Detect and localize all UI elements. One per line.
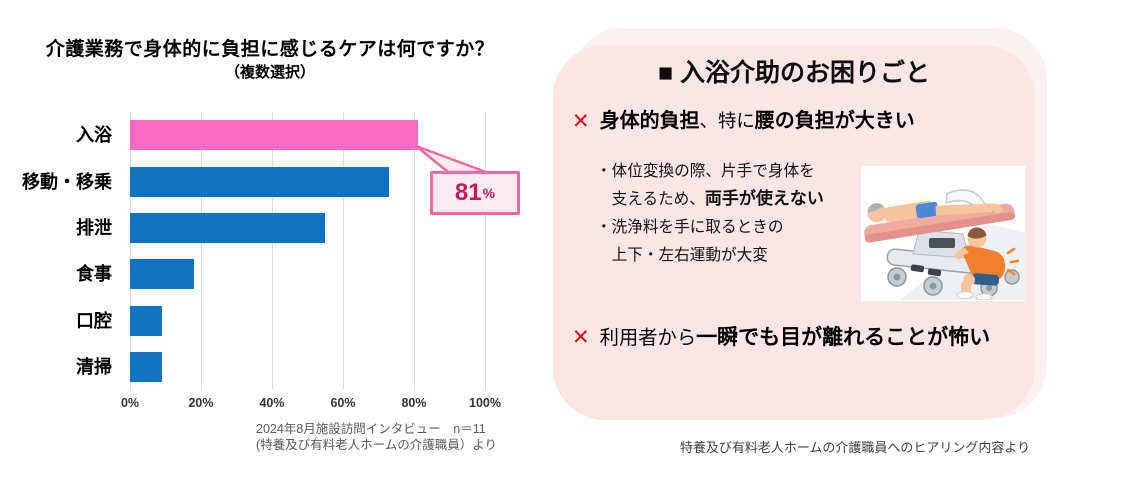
category-label-移動・移乗: 移動・移乗 [22,171,112,192]
panel-title: ■ 入浴介助のお困りごと [657,59,931,87]
text-segment: 身体的負担 [599,110,700,132]
category-label-清掃: 清掃 [76,356,112,377]
x-tick-label: 80% [401,396,427,410]
bath-stretcher-illustration [861,166,1025,301]
bar-chart-plot [129,112,486,390]
x-tick-label: 60% [330,396,356,410]
bar-口腔 [130,305,162,336]
category-label-入浴: 入浴 [76,125,112,146]
x-tick-label: 100% [469,396,501,410]
text-segment: 腰の負担が大きい [754,110,915,132]
bullet-eyes-off-fear-text: 利用者から一瞬でも目が離れることが怖い [600,325,991,351]
chart-source-note: 2024年8月施設訪問インタビュー n＝11 (特養及び有料老人ホームの介護職員… [256,421,497,453]
x-tick-label: 20% [188,396,214,410]
callout-unit: % [482,185,496,201]
category-axis: 入浴移動・移乗排泄食事口腔清掃 [0,112,120,390]
bullet-physical-burden: ✕ 身体的負担、特に腰の負担が大きい [572,109,915,134]
text-segment: 、特に [699,110,755,131]
bar-入浴 [130,120,418,151]
bar-清掃 [130,351,162,382]
sub-bullet-line: 上下・左右運動が大変 [596,241,896,269]
bullet-eyes-off-fear: ✕ 利用者から一瞬でも目が離れることが怖い [572,325,990,351]
cross-icon: ✕ [572,326,590,349]
text-segment: ・洗浄料を手に取るときの [596,219,784,236]
gridline [200,112,202,390]
text-segment: 利用者から [599,328,697,349]
sub-bullet-list: ・体位変換の際、片手で身体を 支えるため、両手が使えない・洗浄料を手に取るときの… [596,157,896,269]
category-label-食事: 食事 [76,264,112,285]
gridline [342,112,344,390]
bathing-problems-panel: ■ 入浴介助のお困りごと ✕ 身体的負担、特に腰の負担が大きい ・体位変換の際、… [553,45,1035,420]
x-tick-label: 40% [259,396,285,410]
panel-caption: 特養及び有料老人ホームの介護職員へのヒアリング内容より [679,440,1031,455]
text-segment: ・体位変換の際、片手で身体を [596,163,815,180]
callout-value: 81 [454,179,482,206]
bar-排泄 [130,212,326,243]
text-segment: 両手が使えない [704,189,824,208]
category-label-排泄: 排泄 [76,217,112,238]
sub-bullet-line: 支えるため、両手が使えない [596,185,896,213]
bar-食事 [130,259,194,290]
text-segment: 一瞬でも目が離れることが怖い [696,326,991,349]
category-label-口腔: 口腔 [76,310,112,331]
chart-subtitle: （複数選択） [224,64,315,81]
gridline [484,112,486,390]
x-tick-label: 0% [120,396,140,410]
text-segment: 上下・左右運動が大変 [596,247,768,264]
sub-bullet-line: ・洗浄料を手に取るときの [596,213,896,241]
sub-bullet-line: ・体位変換の際、片手で身体を [596,157,896,185]
source-line-2: (特養及び有料老人ホームの介護職員）より [256,438,498,452]
chart-title: 介護業務で身体的に負担に感じるケアは何ですか？ [45,39,495,60]
text-segment: 支えるため、 [596,191,705,208]
cross-icon: ✕ [572,110,590,133]
gridline [129,112,131,390]
callout-81-percent: 81% [430,171,520,215]
gridline [271,112,273,390]
gridline [413,112,415,390]
bullet-physical-burden-text: 身体的負担、特に腰の負担が大きい [600,109,915,134]
bar-移動・移乗 [130,166,390,197]
source-line-1: 2024年8月施設訪問インタビュー n＝11 [256,422,486,436]
